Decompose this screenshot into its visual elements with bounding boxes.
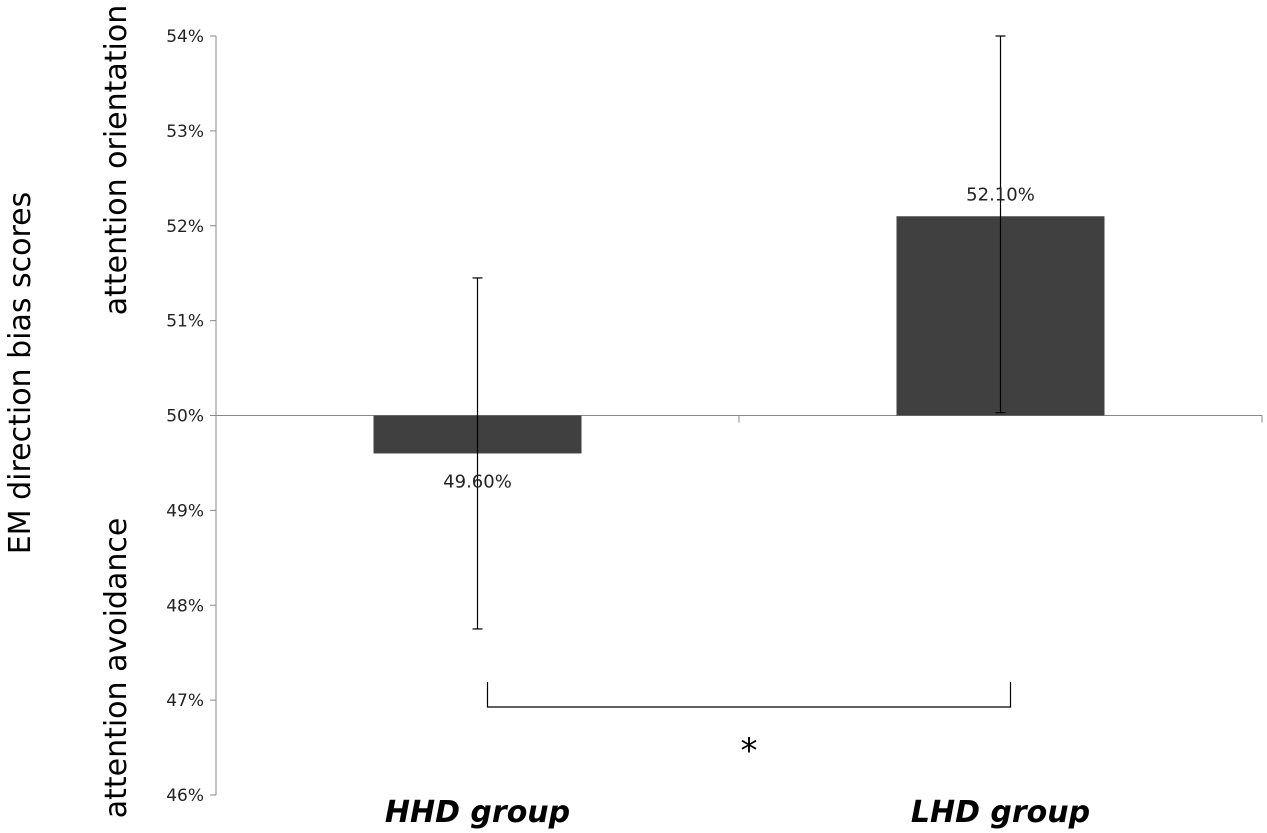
data-label: 49.60% [443,471,512,492]
significance-bracket-group: * [486,682,1012,771]
baseline-axis [216,415,1263,423]
y-tick-label: 49% [166,501,204,521]
significance-bracket [486,682,1012,708]
significance-marker: * [741,731,758,771]
y-axis-upper-label: attention orientation [99,5,134,316]
y-tick-label: 50% [166,407,204,427]
category-label: LHD group [911,795,1090,830]
error-bars [472,35,1006,630]
y-tick-label: 52% [166,217,204,237]
category-labels: HHD group LHD group [385,795,1090,830]
data-label: 52.10% [966,184,1035,205]
y-tick-label: 54% [166,27,204,47]
y-tick-label: 48% [166,596,204,616]
y-axis-lower-label: attention avoidance [99,518,134,819]
y-tick-label: 47% [166,691,204,711]
y-tick-label: 46% [166,786,204,806]
category-label: HHD group [385,795,570,830]
data-labels: 49.60% 52.10% [443,184,1035,492]
y-tick-label: 51% [166,312,204,332]
y-tick-label: 53% [166,122,204,142]
y-axis-title: EM direction bias scores [3,192,38,555]
y-axis: 46% 47% 48% 49% 50% 51% 52% 53% 54% [166,27,217,806]
